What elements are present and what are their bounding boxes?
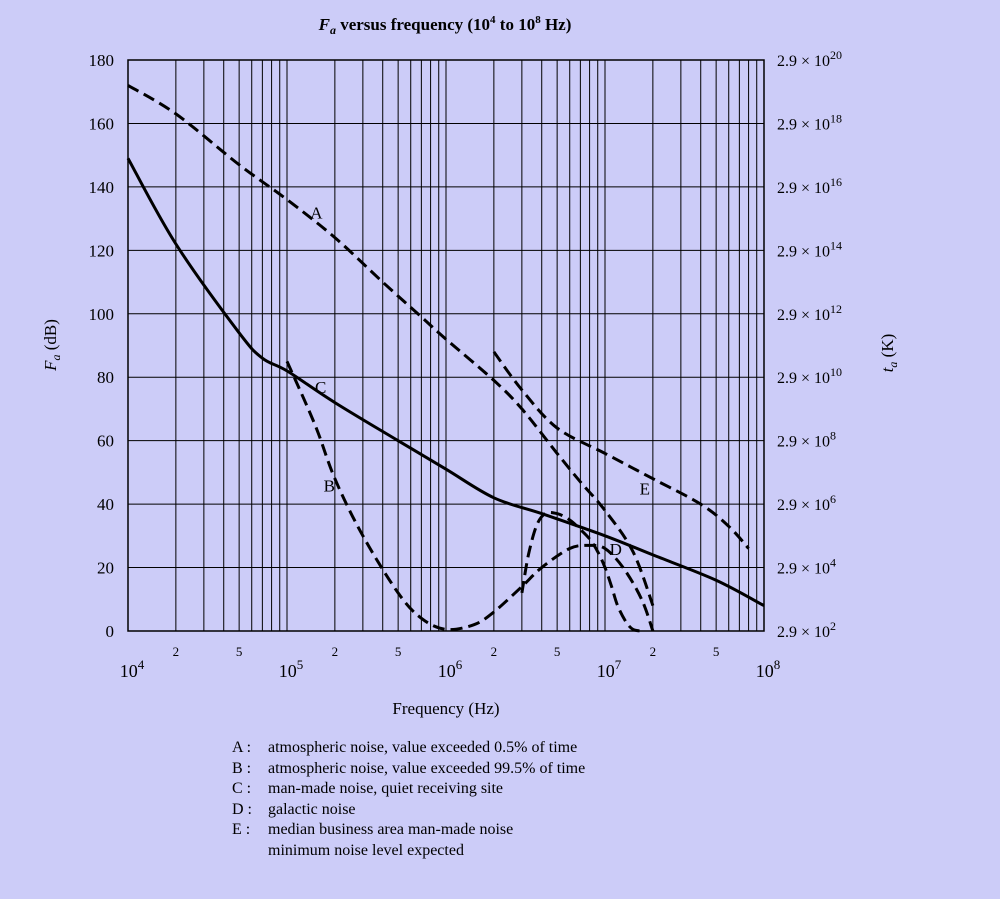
y-axis-label: Fa (dB) — [41, 319, 63, 372]
legend-item-a: A : atmospheric noise, value exceeded 0.… — [232, 738, 585, 759]
y2-tick-label: 2.9 × 1010 — [777, 365, 842, 387]
y2-tick-label: 2.9 × 104 — [777, 556, 836, 578]
legend-key: D : — [232, 800, 252, 818]
series-e-line — [492, 350, 750, 550]
plot-frame — [127, 59, 765, 632]
series-a-label: A — [310, 204, 323, 223]
series-d-line — [520, 510, 642, 633]
y2-axis-label: ta (K) — [878, 334, 900, 373]
y2-tick-label: 2.9 × 1016 — [777, 175, 842, 197]
legend-key — [232, 841, 268, 862]
y2-axis-ticks: 2.9 × 102 2.9 × 104 2.9 × 106 2.9 × 108 2.9 … — [777, 48, 842, 641]
series-e-label: E — [640, 480, 650, 499]
y-tick-label: 80 — [97, 368, 114, 387]
y-tick-label: 120 — [89, 241, 115, 260]
y-tick-label: 40 — [97, 495, 114, 514]
x-minor-tick-label: 5 — [236, 644, 243, 659]
y2-tick-label: 2.9 × 108 — [777, 429, 836, 451]
y-tick-label: 20 — [97, 559, 114, 578]
y2-tick-label: 2.9 × 1014 — [777, 238, 842, 260]
legend-key: C : — [232, 780, 252, 797]
legend: A : atmospheric noise, value exceeded 0.… — [232, 738, 585, 861]
legend-text: man-made noise, quiet receiving site — [268, 780, 504, 797]
legend-key: A : — [232, 739, 252, 756]
x-minor-tick-label: 5 — [554, 644, 561, 659]
y2-tick-label: 2.9 × 102 — [777, 619, 836, 641]
x-minor-tick-label: 5 — [713, 644, 720, 659]
curve-labels: A B C D E — [310, 204, 650, 559]
series-d-label: D — [610, 540, 622, 559]
legend-text: median business area man-made noise — [268, 821, 514, 838]
series-c-line — [126, 157, 765, 607]
y-tick-label: 0 — [106, 622, 115, 641]
legend-text: galactic noise — [268, 800, 356, 818]
legend-item-e: E : median business area man-made noise — [232, 820, 585, 841]
x-minor-tick-label: 2 — [650, 644, 657, 659]
x-minor-tick-label: 2 — [332, 644, 339, 659]
legend-text: atmospheric noise, value exceeded 99.5% … — [268, 759, 586, 777]
series-b-line — [285, 360, 655, 632]
legend-text: minimum noise level expected — [268, 841, 464, 859]
grid — [127, 59, 765, 632]
y-tick-label: 100 — [89, 305, 115, 324]
x-axis-ticks: 104 105 106 107 108 2 5 2 5 2 5 2 5 — [120, 644, 781, 681]
legend-item-c: C : man-made noise, quiet receiving site — [232, 779, 585, 800]
x-minor-tick-label: 2 — [491, 644, 498, 659]
x-minor-tick-label: 2 — [173, 644, 180, 659]
x-tick-label: 104 — [120, 657, 145, 681]
x-tick-label: 107 — [597, 657, 622, 681]
series-c-label: C — [315, 378, 326, 397]
curves — [126, 84, 765, 633]
x-tick-label: 106 — [438, 657, 463, 681]
y2-tick-label: 2.9 × 1020 — [777, 48, 842, 70]
legend-key: B : — [232, 759, 252, 777]
y-tick-label: 180 — [89, 51, 115, 70]
x-axis-label: Frequency (Hz) — [392, 699, 499, 718]
legend-item-b: B : atmospheric noise, value exceeded 99… — [232, 759, 585, 780]
legend-text: atmospheric noise, value exceeded 0.5% o… — [268, 739, 578, 756]
x-tick-label: 108 — [756, 657, 781, 681]
noise-chart: Fa versus frequency (104 to 108 Hz) 0 20 4… — [41, 14, 900, 718]
chart-title: Fa versus frequency (104 to 108 Hz) — [318, 14, 572, 37]
y-tick-label: 60 — [97, 432, 114, 451]
y-tick-label: 140 — [89, 178, 115, 197]
x-tick-label: 105 — [279, 657, 304, 681]
legend-item-e-note: minimum noise level expected — [232, 841, 585, 862]
y2-tick-label: 2.9 × 1012 — [777, 302, 842, 324]
series-b-label: B — [324, 476, 335, 495]
series-a-line — [127, 84, 655, 607]
y2-tick-label: 2.9 × 1018 — [777, 111, 842, 133]
y-tick-label: 160 — [89, 114, 115, 133]
legend-item-d: D : galactic noise — [232, 800, 585, 821]
y2-tick-label: 2.9 × 106 — [777, 492, 836, 514]
legend-key: E : — [232, 821, 251, 838]
x-minor-tick-label: 5 — [395, 644, 402, 659]
y-axis-ticks: 0 20 40 60 80 100 120 140 160 180 — [89, 51, 115, 641]
